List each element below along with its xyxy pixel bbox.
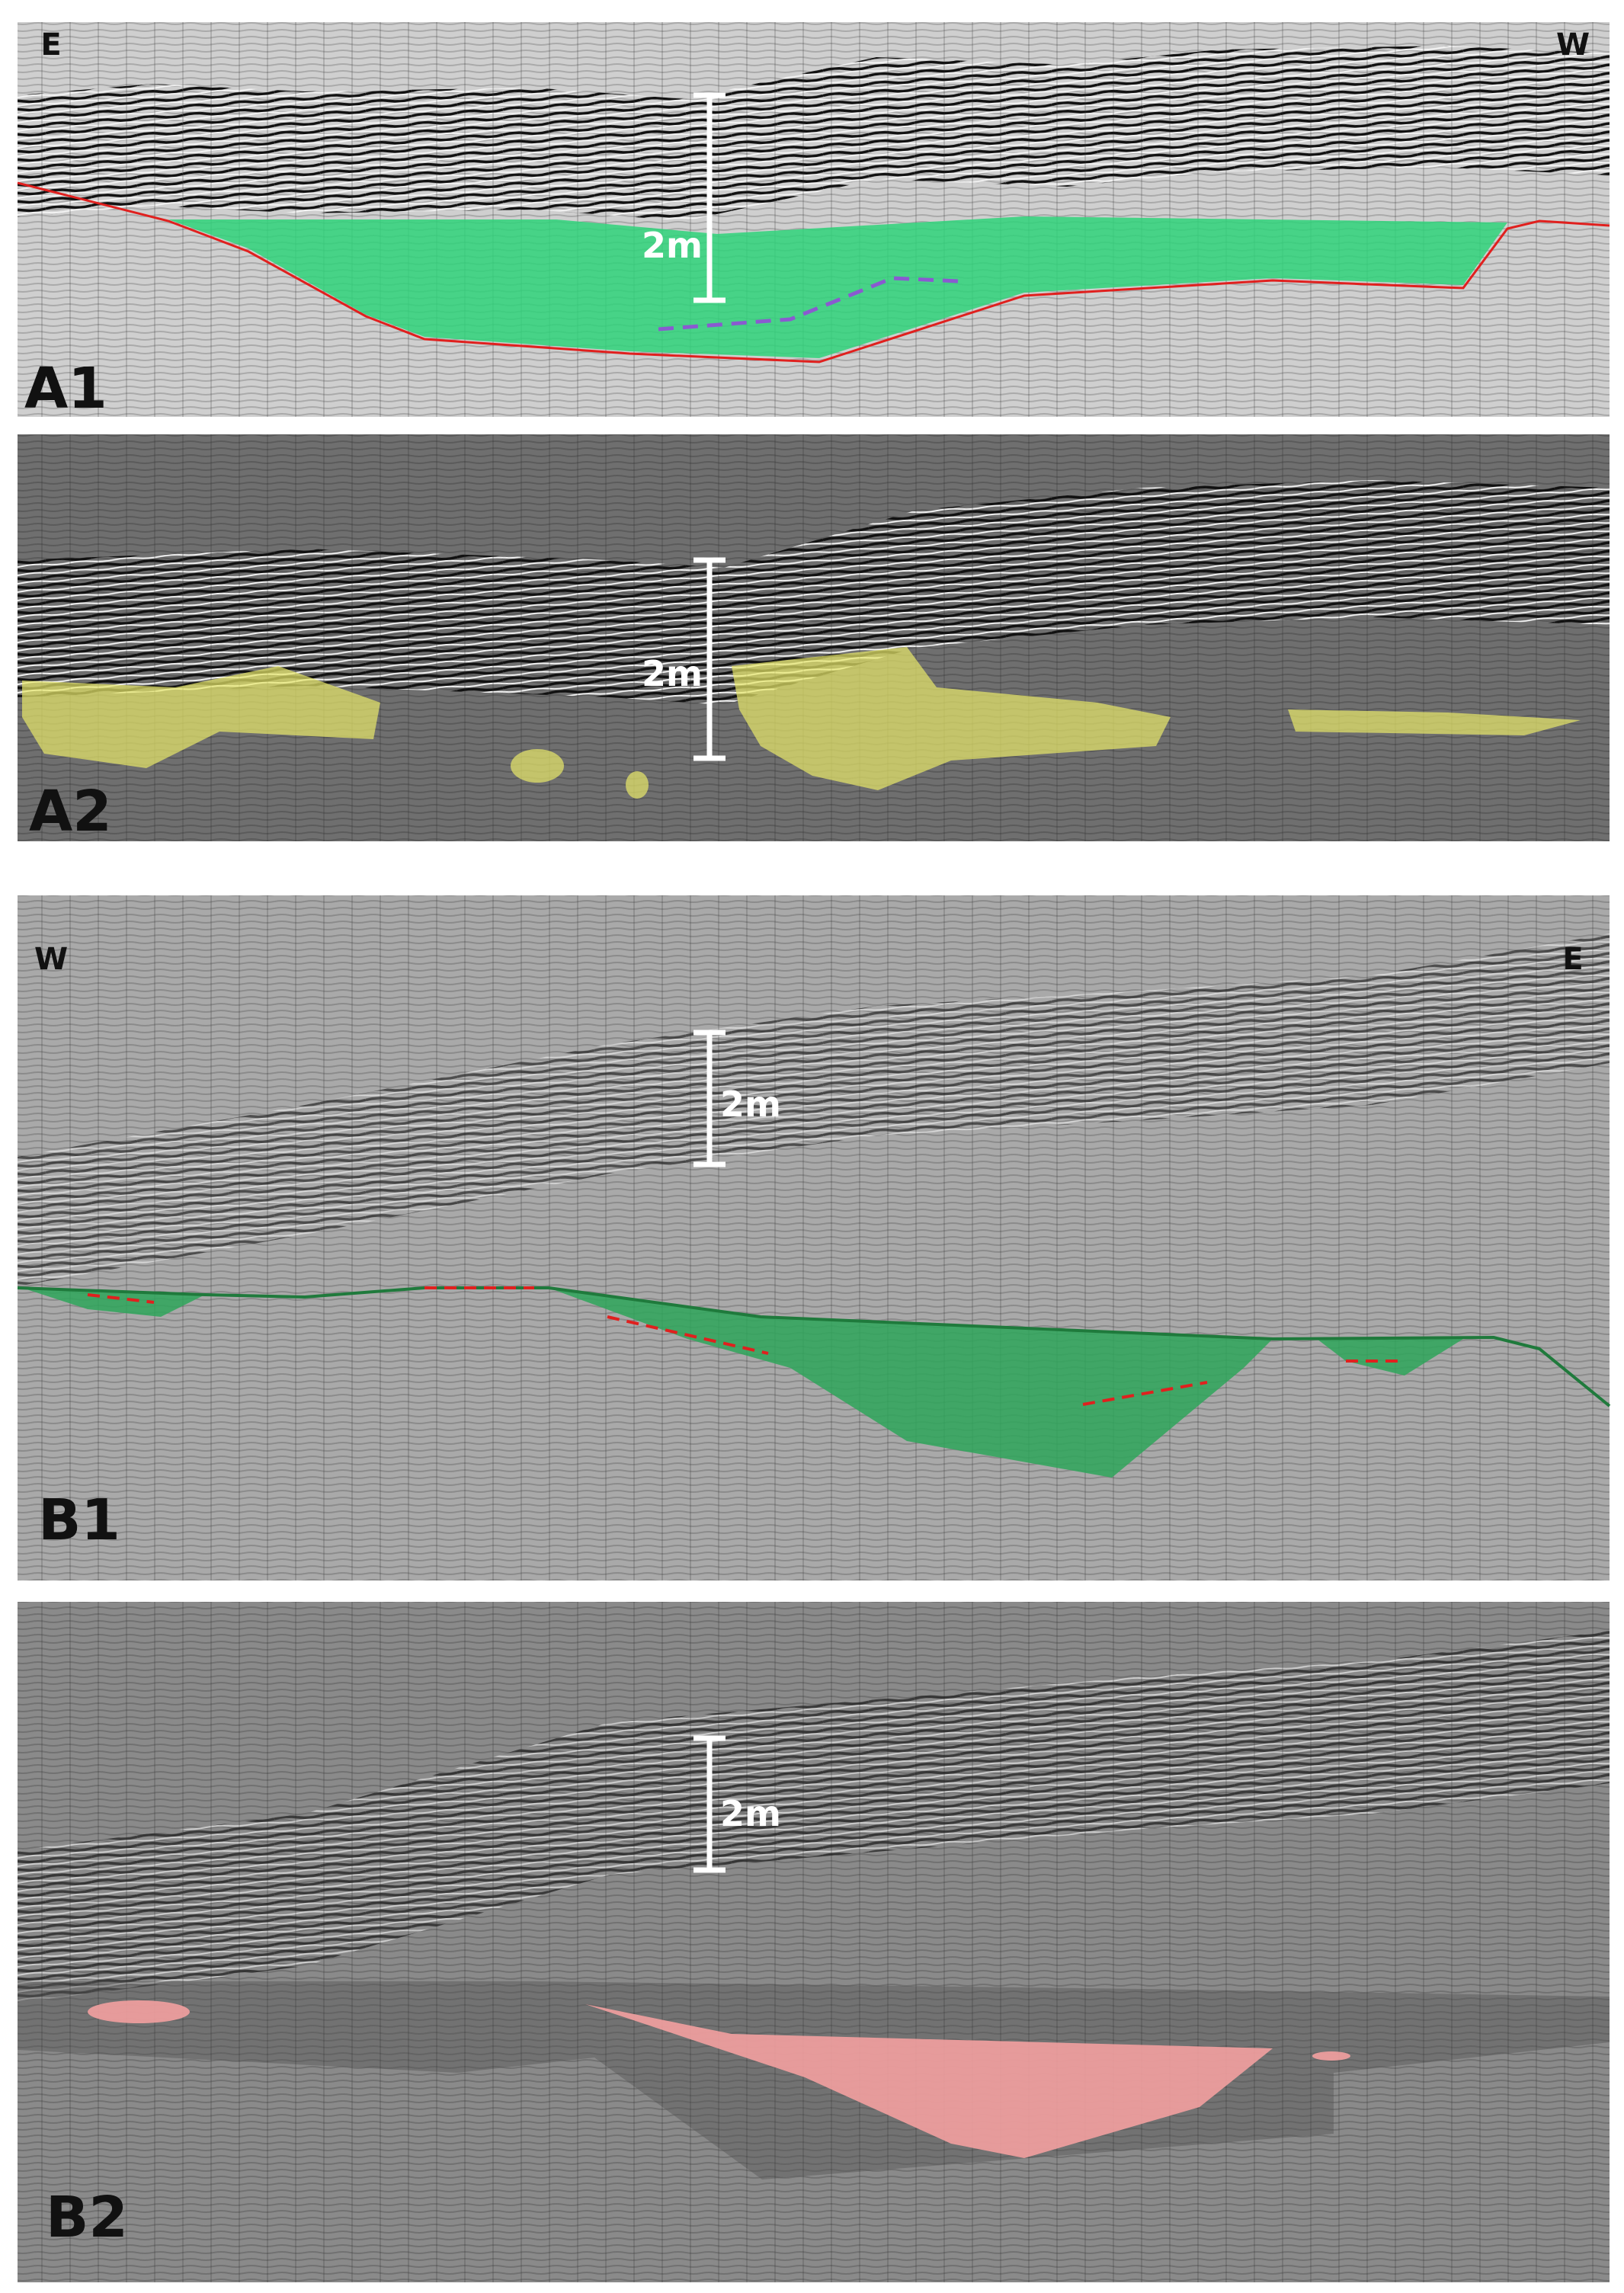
scale-label: 2m <box>720 1793 781 1834</box>
anomaly <box>732 647 1171 790</box>
anomaly <box>511 749 564 783</box>
internal-reflector <box>658 276 959 331</box>
erosion-surface <box>17 1286 1611 1408</box>
infill-zone <box>168 216 1507 358</box>
traces <box>18 434 1610 841</box>
anomaly <box>88 2000 190 2023</box>
internal-reflectors <box>87 1286 1405 1406</box>
panel-a2: 2m A2 <box>18 434 1610 844</box>
infill-zone <box>1317 1339 1463 1375</box>
anomaly <box>22 666 380 768</box>
internal-reflector <box>607 1315 769 1355</box>
panel-label: A2 <box>29 779 112 844</box>
scale-label: 2m <box>642 225 703 266</box>
traces <box>18 895 1610 1580</box>
panel-label: B2 <box>46 2185 128 2250</box>
direction-right: W <box>1556 27 1590 62</box>
anomaly-zones <box>88 2000 1350 2158</box>
direction-left: W <box>34 942 68 977</box>
infill-zone <box>22 1288 205 1317</box>
direction-right: E <box>1562 942 1583 977</box>
anomaly <box>1312 2051 1350 2061</box>
panel-b1: 2m W E B1 <box>17 895 1611 1580</box>
anomaly <box>626 771 649 799</box>
scale-label: 2m <box>720 1084 781 1125</box>
panel-label: B1 <box>38 1488 120 1553</box>
internal-reflector <box>87 1293 155 1304</box>
infill-zones <box>22 1288 1463 1478</box>
anomaly <box>585 2004 1273 2158</box>
traces <box>18 1602 1610 2282</box>
infill-zone <box>549 1288 1273 1478</box>
panel-b2: 2m B2 <box>18 1602 1610 2282</box>
scale-label: 2m <box>642 653 703 694</box>
panel-label: A1 <box>24 356 107 421</box>
erosion-surface <box>17 181 1610 363</box>
internal-reflector <box>1082 1381 1208 1406</box>
panel-a1: 2m E W A1 <box>17 22 1610 421</box>
anomaly <box>1288 709 1581 735</box>
direction-left: E <box>40 27 61 62</box>
anomaly-zones <box>22 647 1581 799</box>
